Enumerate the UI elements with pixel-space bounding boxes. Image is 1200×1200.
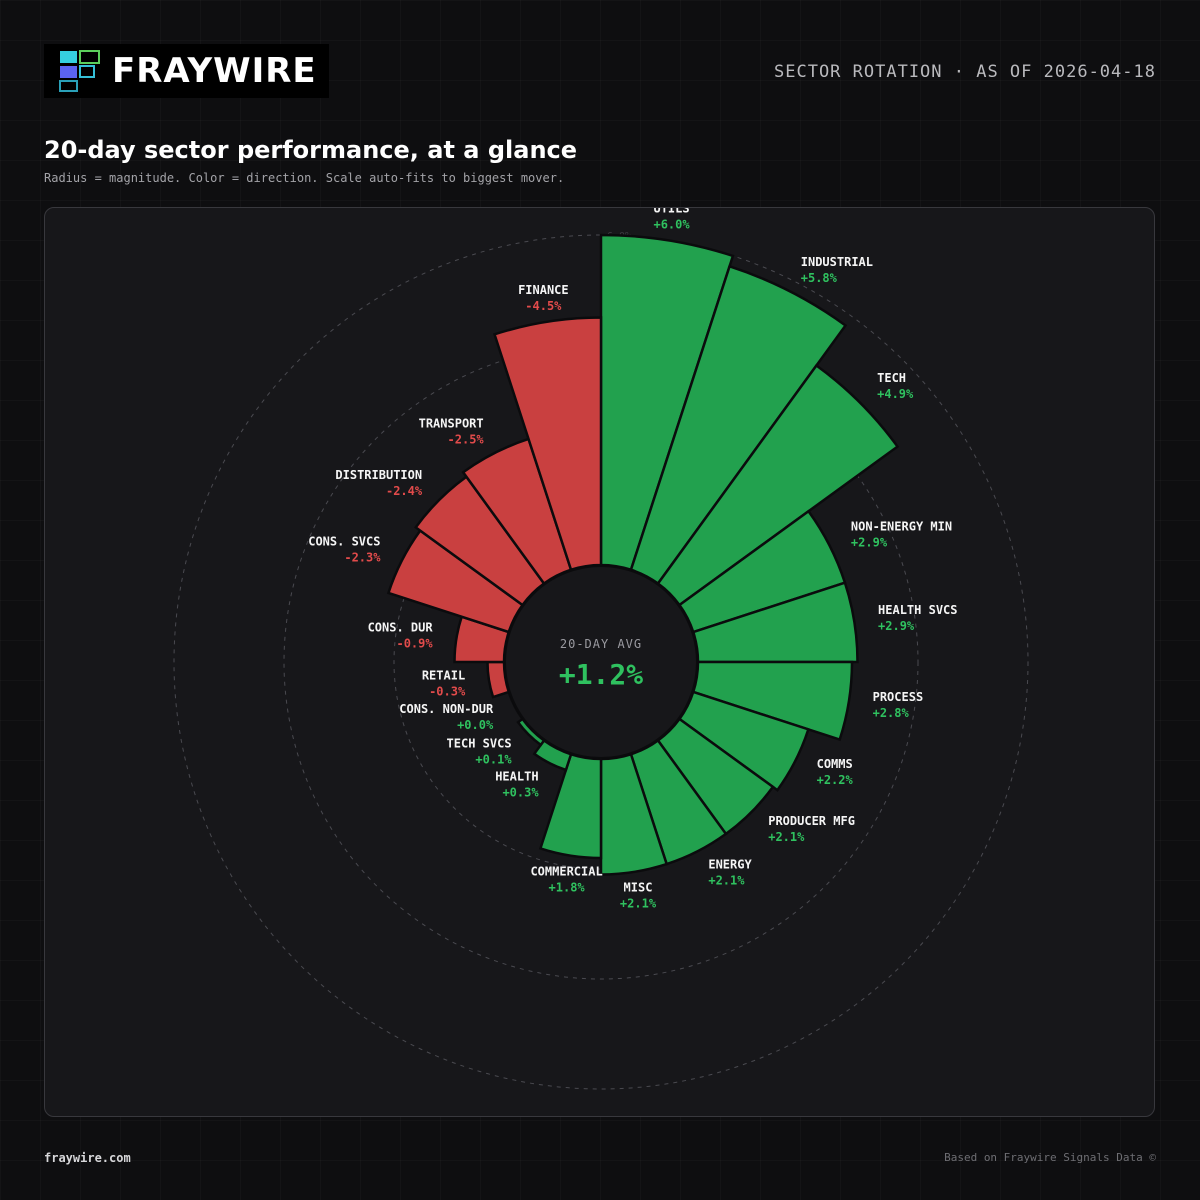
- sector-name: TECH: [877, 371, 906, 385]
- sector-name: HEALTH SVCS: [878, 603, 957, 617]
- sector-label: DISTRIBUTION -2.4%: [335, 468, 422, 498]
- sector-name: COMMERCIAL: [530, 864, 602, 878]
- sector-value: +0.1%: [475, 752, 512, 766]
- center-hole: [504, 565, 698, 759]
- sector-label: TRANSPORT -2.5%: [419, 417, 485, 447]
- sector-name: CONS. DUR: [368, 620, 434, 634]
- grid-ring: [283, 344, 919, 980]
- sector-value: +2.1%: [708, 874, 745, 888]
- sector-label: TECH SVCS +0.1%: [447, 736, 513, 766]
- sector-name: TECH SVCS: [447, 736, 512, 750]
- bar-tech[interactable]: [656, 363, 900, 607]
- sector-name: NON-ENERGY MIN: [851, 520, 952, 534]
- sector-name: PROCESS: [873, 690, 924, 704]
- sector-name: PRODUCER MFG: [768, 814, 855, 828]
- sector-value: +2.1%: [768, 830, 805, 844]
- sector-label: COMMERCIAL +1.8%: [530, 864, 602, 894]
- sector-label: PRODUCER MFG +2.1%: [768, 814, 855, 844]
- footer-credit: Based on Fraywire Signals Data ©: [944, 1151, 1156, 1164]
- brand-name: FRAYWIRE: [112, 51, 317, 91]
- sector-value: +2.2%: [817, 773, 854, 787]
- sector-name: INDUSTRIAL: [801, 255, 873, 269]
- brand-logo[interactable]: FRAYWIRE: [44, 44, 329, 98]
- sector-name: CONS. NON-DUR: [399, 702, 494, 716]
- sector-value: +6.0%: [653, 218, 690, 232]
- sector-name: UTILS: [653, 208, 689, 216]
- sector-name: RETAIL: [422, 669, 465, 683]
- stacked-squares-logo-icon: [59, 50, 100, 92]
- grid-ring: [173, 234, 1029, 1090]
- sector-name: TRANSPORT: [419, 417, 484, 431]
- sector-label: HEALTH SVCS +2.9%: [878, 603, 957, 633]
- chart-panel: 2.0%4.0%6.0% UTILS+6.0%INDUSTRIAL+5.8%TE…: [44, 207, 1155, 1117]
- sector-value: +0.0%: [457, 718, 494, 732]
- sector-name: DISTRIBUTION: [335, 468, 422, 482]
- sector-value: -0.3%: [429, 685, 466, 699]
- bar-commercial[interactable]: [538, 752, 603, 860]
- bars: [386, 233, 900, 876]
- sector-label: NON-ENERGY MIN +2.9%: [851, 520, 952, 550]
- sector-value: +5.8%: [801, 271, 838, 285]
- sector-value: -2.4%: [386, 484, 423, 498]
- sector-value: -2.3%: [344, 551, 381, 565]
- sector-label: UTILS +6.0%: [653, 208, 690, 232]
- sector-value: +1.8%: [549, 880, 586, 894]
- sector-name: CONS. SVCS: [308, 535, 380, 549]
- sector-label: CONS. DUR -0.9%: [368, 620, 434, 650]
- sector-name: COMMS: [817, 757, 853, 771]
- sector-value: +2.1%: [620, 897, 657, 911]
- center-caption: 20-DAY AVG: [560, 637, 642, 651]
- sector-name: ENERGY: [708, 858, 752, 872]
- sector-label: COMMS +2.2%: [817, 757, 854, 787]
- sector-label: MISC +2.1%: [620, 881, 657, 911]
- center-value: +1.2%: [559, 658, 643, 691]
- sector-value: +4.9%: [877, 387, 914, 401]
- sector-value: -0.9%: [396, 636, 433, 650]
- sector-label: ENERGY +2.1%: [708, 858, 752, 888]
- sector-value: +2.8%: [873, 706, 910, 720]
- sector-name: HEALTH: [495, 770, 538, 784]
- polar-bar-chart: 2.0%4.0%6.0% UTILS+6.0%INDUSTRIAL+5.8%TE…: [173, 208, 1029, 1090]
- sector-value: +2.9%: [851, 536, 888, 550]
- header-date-label: SECTOR ROTATION · AS OF 2026-04-18: [774, 62, 1156, 82]
- page-subtitle: Radius = magnitude. Color = direction. S…: [44, 171, 565, 185]
- sector-name: MISC: [624, 881, 653, 895]
- sector-value: +2.9%: [878, 619, 915, 633]
- sector-value: +0.3%: [502, 786, 539, 800]
- footer-site-link[interactable]: fraywire.com: [44, 1151, 131, 1165]
- sector-label: FINANCE -4.5%: [518, 283, 569, 313]
- sector-label: PROCESS +2.8%: [873, 690, 924, 720]
- sector-name: FINANCE: [518, 283, 569, 297]
- sector-label: RETAIL -0.3%: [422, 669, 466, 699]
- sector-label: TECH +4.9%: [877, 371, 914, 401]
- sector-label: HEALTH +0.3%: [495, 770, 539, 800]
- sector-label: CONS. SVCS -2.3%: [308, 535, 381, 565]
- sector-label: INDUSTRIAL +5.8%: [801, 255, 873, 285]
- sector-value: -4.5%: [525, 299, 562, 313]
- labels: UTILS +6.0% INDUSTRIAL +5.8% TECH +4.9% NON-EN…: [308, 208, 957, 911]
- sector-value: -2.5%: [448, 433, 485, 447]
- page-title: 20-day sector performance, at a glance: [44, 136, 578, 164]
- sector-label: CONS. NON-DUR +0.0%: [399, 702, 494, 732]
